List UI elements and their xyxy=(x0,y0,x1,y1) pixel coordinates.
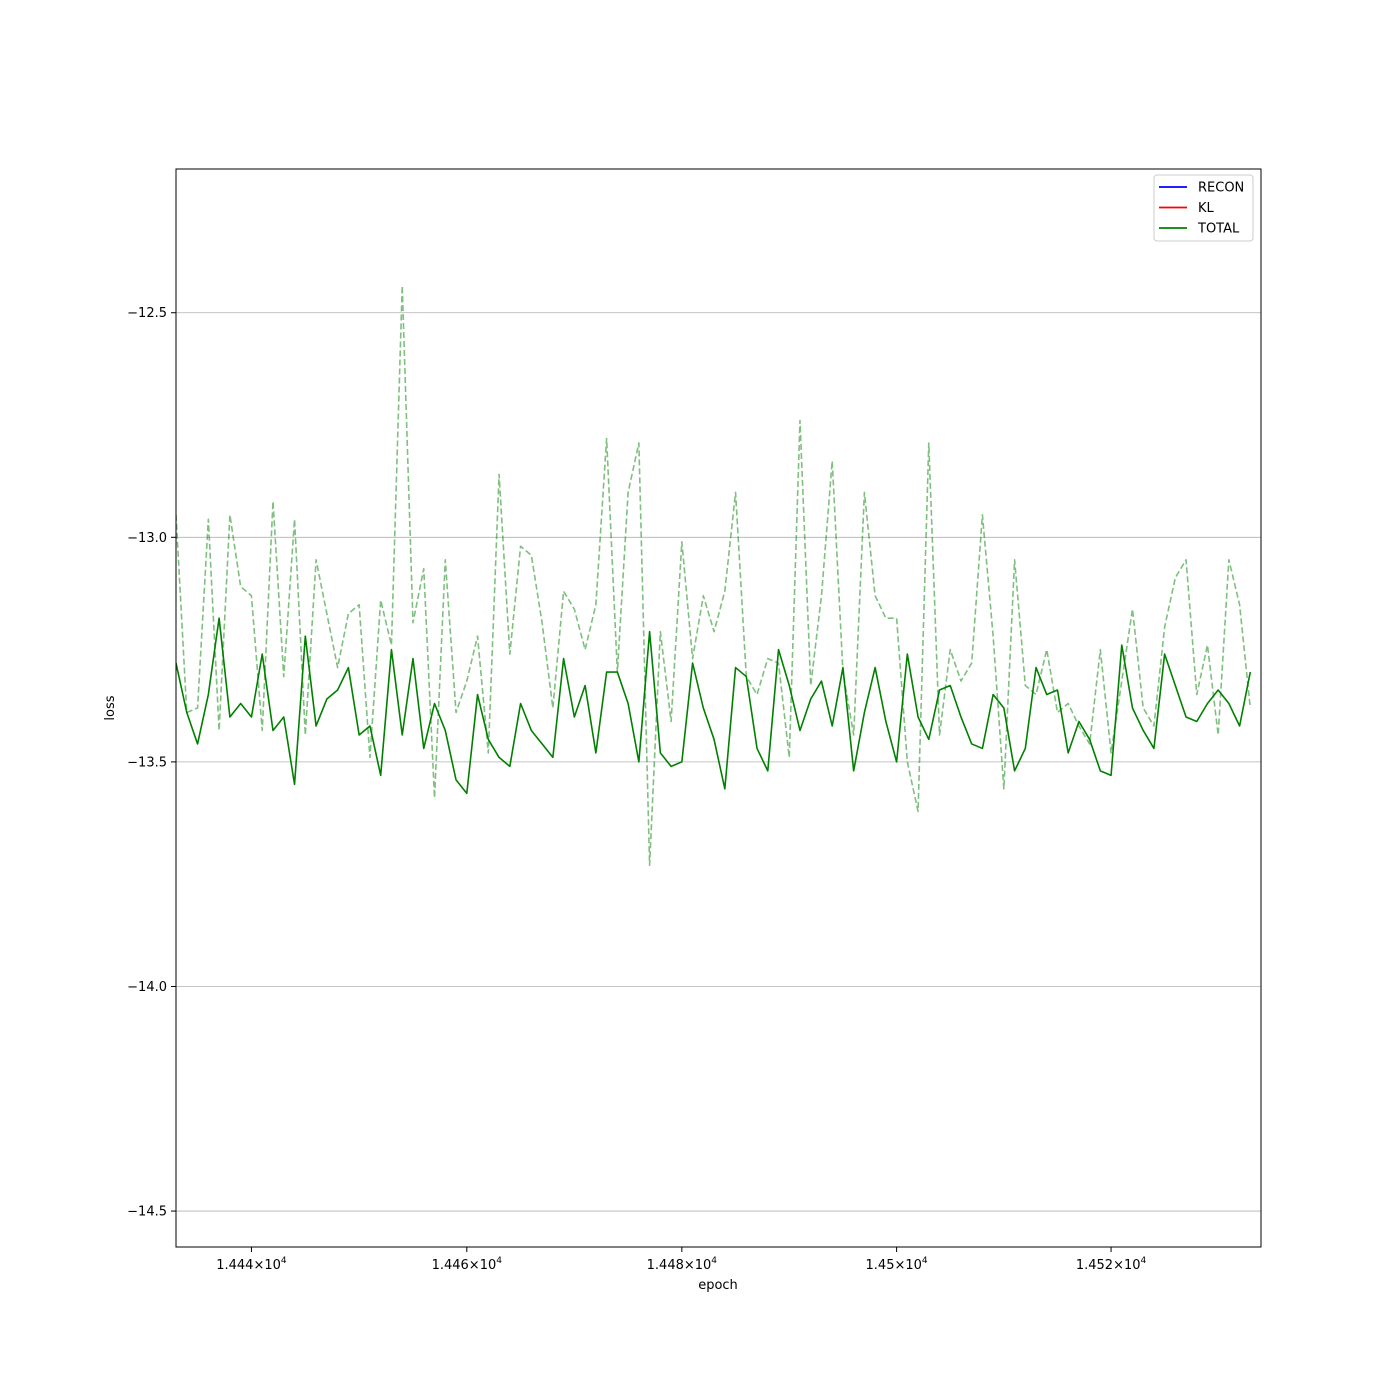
x-tick-label: 1.45×104 xyxy=(866,1256,928,1273)
x-axis-ticks: 1.444×104 1.446×104 1.448×104 1.45×104 1.452… xyxy=(216,1247,1147,1273)
x-axis-label: epoch xyxy=(698,1278,738,1293)
x-tick-label: 1.448×104 xyxy=(647,1256,718,1273)
legend-label: KL xyxy=(1198,201,1215,216)
y-axis-label: loss xyxy=(103,695,118,720)
legend: RECON KL TOTAL xyxy=(1153,174,1254,242)
total-raw-series-line xyxy=(176,284,1252,867)
x-tick-label: 1.446×104 xyxy=(432,1256,503,1273)
legend-label: RECON xyxy=(1198,181,1244,196)
x-tick-label: 1.452×104 xyxy=(1076,1256,1147,1273)
x-tick-label: 1.444×104 xyxy=(216,1256,287,1273)
legend-label: TOTAL xyxy=(1197,222,1240,237)
y-tick-label: −12.5 xyxy=(127,306,167,321)
total-series-line xyxy=(176,617,1252,795)
plot-frame xyxy=(175,168,1262,1248)
y-axis-ticks: −12.5 −13.0 −13.5 −14.0 −14.5 xyxy=(127,306,176,1220)
legend-box xyxy=(1153,174,1254,242)
y-tick-label: −14.5 xyxy=(127,1205,167,1220)
y-tick-label: −13.5 xyxy=(127,755,167,770)
y-tick-label: −14.0 xyxy=(127,980,167,995)
y-tick-label: −13.0 xyxy=(127,531,167,546)
series-lines xyxy=(176,284,1252,867)
